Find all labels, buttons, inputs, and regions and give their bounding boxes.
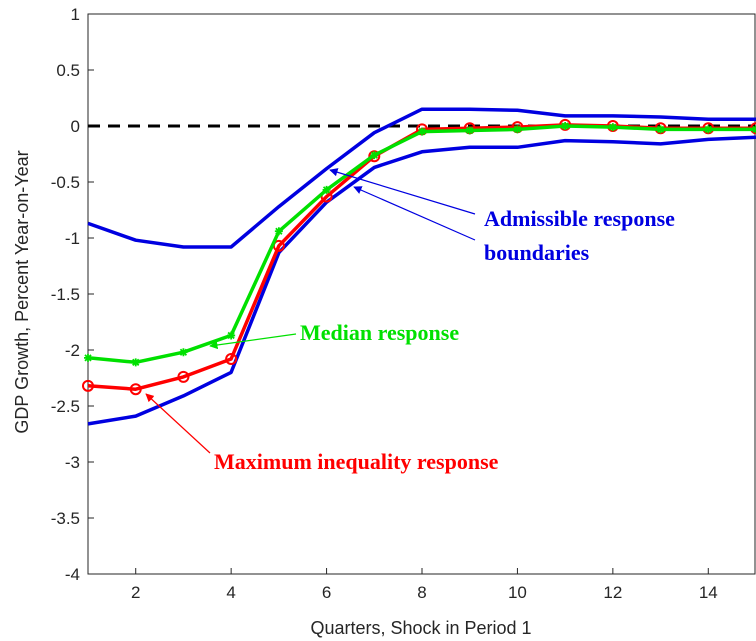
data-point [225,352,238,365]
x-axis-ticks: 2 4 6 8 10 12 14 [131,568,718,602]
annotation-boundaries-line2: boundaries [484,240,590,265]
x-tick-label: 4 [226,583,235,602]
data-point [227,331,236,340]
y-axis-title: GDP Growth, Percent Year-on-Year [12,150,32,433]
x-tick-label: 2 [131,583,140,602]
data-point [561,122,570,130]
data-point [129,383,142,396]
y-tick-label: -2 [65,341,80,360]
series-layer [82,107,756,426]
data-point [656,125,665,134]
arrow-to-median [209,333,297,350]
data-point [418,127,426,136]
axes-box [87,13,756,575]
annotation-max-inequality: Maximum inequality response [214,449,499,474]
y-axis-ticks: 1 0.5 0 -0.5 -1 -1.5 -2 -2.5 -3 -3.5 -4 [51,5,94,584]
data-point [465,126,474,135]
data-point [82,379,94,392]
x-tick-label: 10 [508,583,527,602]
x-tick-label: 14 [699,583,718,602]
series-lower_bound [87,135,756,426]
data-point [704,125,713,134]
y-tick-label: 1 [71,5,80,24]
y-tick-label: -0.5 [51,173,80,192]
y-tick-label: -1.5 [51,285,80,304]
data-point [84,353,92,362]
data-point [513,125,522,134]
x-tick-label: 8 [417,583,426,602]
y-tick-label: -3 [65,453,80,472]
data-point [179,348,188,357]
y-tick-label: 0 [71,117,80,136]
data-point [370,151,379,160]
arrow-to-max-inequality [145,393,211,454]
x-tick-label: 12 [603,583,622,602]
x-axis-title: Quarters, Shock in Period 1 [310,618,531,638]
x-tick-label: 6 [322,583,331,602]
data-point [177,370,190,383]
series-line-lower_bound [87,135,756,426]
data-point [322,185,331,194]
y-tick-label: -2.5 [51,397,80,416]
annotation-boundaries-line1: Admissible response [484,206,675,231]
y-tick-label: -4 [65,565,80,584]
series-upper_bound [87,107,756,249]
series-median [84,122,756,367]
y-tick-label: -3.5 [51,509,80,528]
data-point [131,358,140,367]
arrow-to-upper-bound [329,168,476,215]
series-line-upper_bound [87,107,756,249]
plot-area [87,13,756,575]
data-point [608,123,617,132]
y-tick-label: 0.5 [56,61,80,80]
data-point [274,227,283,236]
annotation-median: Median response [300,320,459,345]
arrow-to-lower-bound [353,186,476,241]
y-tick-label: -1 [65,229,80,248]
